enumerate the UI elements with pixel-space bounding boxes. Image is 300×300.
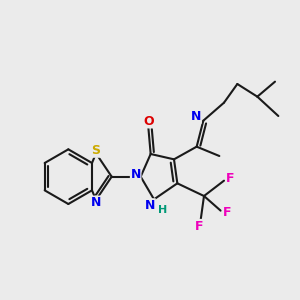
Text: N: N — [145, 199, 155, 212]
Text: H: H — [158, 205, 167, 215]
Text: N: N — [91, 196, 101, 209]
Text: F: F — [222, 206, 231, 218]
Text: F: F — [195, 220, 204, 232]
Text: N: N — [191, 110, 201, 123]
Text: N: N — [130, 168, 141, 181]
Text: O: O — [144, 115, 154, 128]
Text: S: S — [92, 144, 100, 157]
Text: F: F — [226, 172, 234, 185]
